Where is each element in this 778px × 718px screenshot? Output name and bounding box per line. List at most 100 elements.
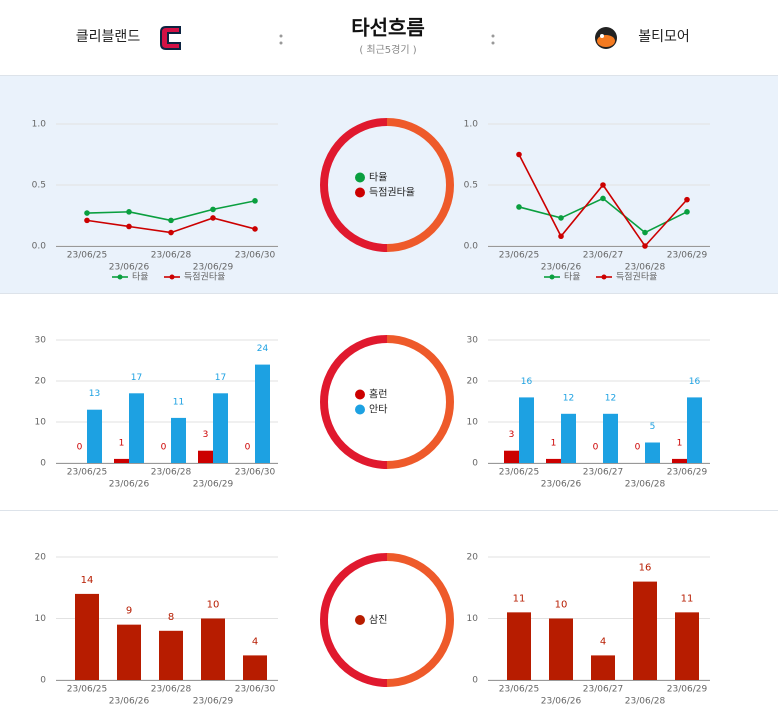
center-legend-label: 타율 [369, 172, 387, 184]
center-legend-label: 삼진 [369, 614, 387, 626]
subtitle: ( 최근5경기 ) [359, 43, 416, 56]
x-tick-label: 23/06/28 [625, 263, 666, 273]
ring-left [320, 335, 388, 469]
legend-marker [601, 274, 607, 280]
bar [633, 581, 657, 680]
value-label: 17 [215, 373, 226, 383]
value-label: 10 [207, 600, 220, 611]
value-label: 0 [161, 443, 167, 453]
legend-label: 득점권타율 [616, 271, 657, 283]
value-label: 12 [605, 393, 616, 403]
bar [198, 450, 213, 463]
point [642, 229, 648, 236]
value-label: 11 [681, 593, 694, 604]
value-label: 8 [168, 612, 174, 623]
separator [491, 41, 495, 45]
bar [255, 364, 270, 463]
bar [243, 655, 267, 680]
point [684, 209, 690, 215]
bar [87, 409, 102, 463]
y-tick-label: 20 [467, 553, 479, 563]
point [168, 217, 174, 224]
y-tick-label: 30 [467, 336, 479, 346]
value-label: 11 [513, 593, 526, 604]
bar [561, 413, 576, 463]
home-team: 클리블랜드 [76, 29, 141, 45]
point [84, 217, 90, 224]
value-label: 14 [81, 575, 94, 586]
point [252, 226, 258, 232]
ring-right [386, 553, 454, 687]
x-tick-label: 23/06/29 [667, 468, 708, 478]
x-tick-label: 23/06/28 [625, 480, 666, 490]
point [126, 209, 132, 215]
bar [591, 655, 615, 680]
x-tick-label: 23/06/29 [193, 263, 234, 273]
bar [159, 630, 183, 680]
center-legend-marker [355, 187, 365, 198]
ring-right [386, 118, 454, 252]
point [210, 215, 216, 221]
value-label: 0 [635, 443, 641, 453]
value-label: 11 [173, 397, 184, 407]
x-tick-label: 23/06/29 [193, 697, 234, 707]
x-tick-label: 23/06/25 [67, 251, 107, 261]
legend-marker [549, 274, 555, 280]
value-label: 1 [551, 438, 557, 448]
x-tick-label: 23/06/29 [193, 480, 234, 490]
center-legend-marker [355, 389, 365, 400]
value-label: 5 [650, 422, 656, 432]
bar [603, 413, 618, 463]
y-tick-label: 0 [472, 459, 478, 469]
value-label: 16 [689, 377, 701, 387]
legend-label: 득점권타율 [184, 271, 225, 283]
value-label: 16 [521, 377, 533, 387]
y-tick-label: 10 [467, 418, 479, 428]
legend-label: 타율 [132, 272, 149, 283]
x-tick-label: 23/06/29 [667, 685, 708, 695]
value-label: 1 [677, 438, 683, 448]
value-label: 12 [563, 393, 574, 403]
point [642, 243, 648, 249]
legend-marker [169, 274, 175, 280]
point [600, 182, 606, 188]
value-label: 0 [593, 443, 599, 453]
x-tick-label: 23/06/26 [541, 697, 582, 707]
point [84, 210, 90, 216]
value-label: 3 [509, 430, 515, 440]
value-label: 17 [131, 373, 142, 383]
point [600, 195, 606, 202]
x-tick-label: 23/06/30 [235, 251, 276, 261]
x-tick-label: 23/06/25 [499, 468, 539, 478]
y-tick-label: 0.0 [464, 242, 479, 252]
x-tick-label: 23/06/30 [235, 468, 276, 478]
x-tick-label: 23/06/30 [235, 685, 276, 695]
x-tick-label: 23/06/26 [109, 697, 150, 707]
value-label: 4 [600, 636, 606, 647]
point [558, 233, 564, 240]
y-tick-label: 0.5 [32, 181, 46, 191]
bar [171, 417, 186, 463]
separator [279, 34, 283, 38]
ring-left [320, 118, 388, 252]
x-tick-label: 23/06/28 [625, 697, 666, 707]
y-tick-label: 30 [35, 336, 47, 346]
x-tick-label: 23/06/28 [151, 251, 192, 261]
x-tick-label: 23/06/29 [667, 251, 708, 261]
x-tick-label: 23/06/25 [499, 251, 539, 261]
x-tick-label: 23/06/27 [583, 468, 623, 478]
value-label: 10 [555, 600, 568, 611]
y-tick-label: 10 [35, 614, 47, 624]
bar [519, 397, 534, 463]
y-tick-label: 0.5 [464, 181, 478, 191]
y-tick-label: 0.0 [32, 242, 47, 252]
point [252, 198, 258, 204]
x-tick-label: 23/06/26 [541, 480, 582, 490]
x-tick-label: 23/06/25 [67, 685, 107, 695]
point [210, 206, 216, 213]
center-legend-marker [355, 172, 365, 183]
y-tick-label: 0 [40, 676, 46, 686]
bar [645, 442, 660, 463]
separator [279, 41, 283, 45]
ring-left [320, 553, 388, 687]
